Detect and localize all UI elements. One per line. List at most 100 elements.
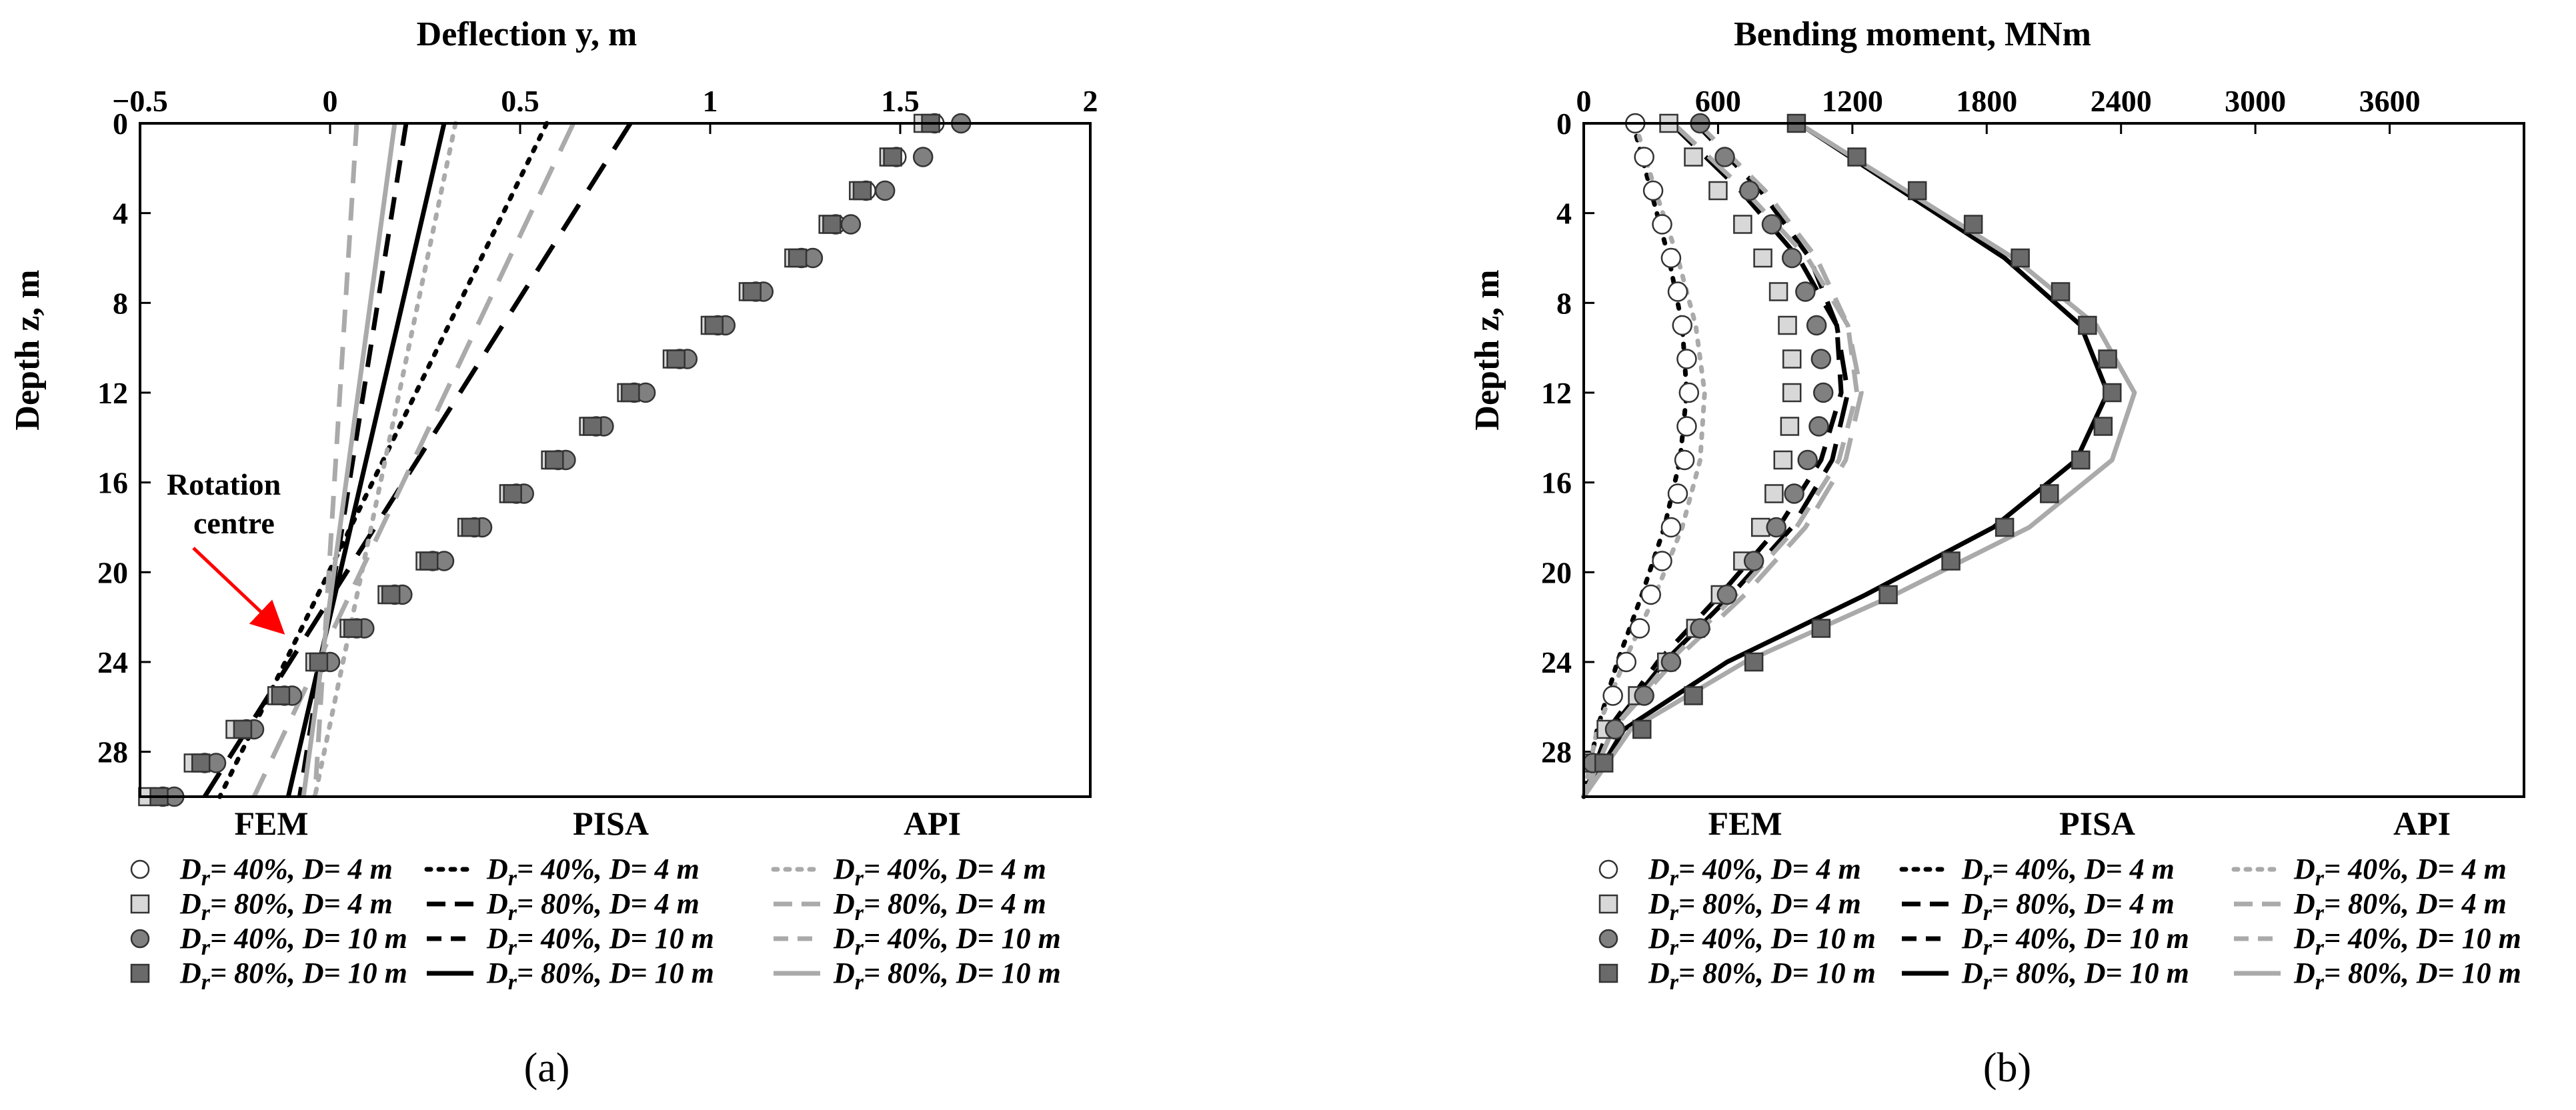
data-point — [583, 417, 602, 436]
data-point — [1660, 651, 1682, 673]
data-point — [883, 147, 902, 167]
legend-symbol — [1598, 859, 1618, 879]
y-tick-label: 8 — [113, 286, 128, 320]
data-point — [1810, 349, 1832, 369]
data-point — [343, 619, 363, 638]
y-tick-label: 4 — [113, 197, 128, 231]
y-tick-label: 4 — [1556, 197, 1572, 231]
plot-area — [1581, 113, 2137, 799]
data-point — [1744, 652, 1764, 672]
data-point — [1811, 619, 1831, 638]
data-point — [1676, 416, 1697, 437]
data-point — [2078, 315, 2097, 335]
plot-frame — [139, 122, 1092, 798]
legend-symbol — [1598, 894, 1618, 914]
legend-symbol — [130, 894, 150, 914]
y-tick-label: 12 — [1541, 376, 1572, 410]
axis-title-x: Deflection y, m — [417, 15, 637, 53]
data-point — [1773, 450, 1793, 470]
data-point — [1684, 686, 1703, 705]
x-tick-label: 1800 — [1956, 84, 2017, 118]
data-point — [1678, 382, 1700, 403]
series-line-pisa-6 — [1581, 121, 1844, 798]
y-tick-label: 16 — [1541, 466, 1572, 500]
data-point — [1690, 618, 1710, 639]
data-point — [2040, 484, 2059, 503]
series-line-api-11 — [1582, 121, 2137, 799]
y-tick-label: 28 — [97, 735, 128, 769]
series-line-api-9 — [251, 122, 575, 798]
legend-label: Dr= 40%, D= 10 m — [486, 922, 714, 960]
data-point — [381, 585, 401, 605]
data-point — [1708, 181, 1728, 201]
data-point — [1674, 449, 1695, 471]
x-tick-label: 0.5 — [501, 84, 539, 118]
data-point — [1594, 753, 1614, 773]
data-point — [1684, 147, 1703, 167]
series-line-api-10 — [312, 123, 359, 797]
data-point — [1812, 382, 1834, 403]
data-point — [2098, 349, 2117, 369]
data-point — [1714, 147, 1735, 167]
y-tick-label: 8 — [1556, 286, 1572, 320]
data-point — [1642, 180, 1664, 201]
legend-label: Dr= 80%, D= 4 m — [2293, 887, 2507, 925]
legend-label: Dr= 80%, D= 4 m — [486, 887, 700, 925]
series-line-api-11 — [301, 123, 397, 797]
series-line-api-9 — [1581, 121, 1864, 798]
data-point — [1604, 719, 1626, 740]
legend-label: Dr= 80%, D= 4 m — [179, 887, 393, 925]
panel-a: Deflection y, m Depth z, m −0.5 0 0.5 1 1.5 2… — [9, 15, 1098, 1091]
legend-group-title: PISA — [573, 805, 649, 842]
data-point — [1629, 618, 1650, 639]
data-point — [1806, 315, 1827, 336]
data-point — [1667, 483, 1688, 504]
legend-label: Dr= 40%, D= 10 m — [1648, 922, 1876, 960]
x-tick-label: 3000 — [2225, 84, 2286, 118]
data-point — [1652, 551, 1672, 571]
data-point — [461, 517, 481, 537]
data-point — [1995, 517, 2015, 537]
x-tick-label: 2 — [1083, 84, 1098, 118]
data-point — [419, 551, 439, 571]
legend-group-title: API — [904, 805, 961, 842]
data-point — [271, 686, 291, 705]
data-point — [1640, 584, 1661, 605]
legend-group-title: FEM — [1708, 805, 1782, 842]
legend-symbol — [1598, 963, 1618, 983]
y-tick-label: 0 — [1556, 107, 1572, 141]
data-point — [1795, 281, 1816, 302]
series-line-pisa-7 — [285, 123, 447, 797]
series-line-pisa-4 — [217, 121, 549, 799]
annotation-line-2: centre — [193, 506, 275, 540]
data-point — [840, 214, 862, 235]
data-point — [1716, 584, 1738, 605]
data-point — [912, 147, 934, 167]
data-point — [1778, 315, 1797, 335]
legend-group-title: FEM — [234, 805, 308, 842]
data-point — [1733, 215, 1752, 234]
legend-label: Dr= 40%, D= 10 m — [2293, 922, 2521, 960]
legend-symbol — [130, 963, 150, 983]
data-point — [1782, 383, 1802, 403]
data-point — [1602, 685, 1623, 706]
axis-title-y: Depth z, m — [9, 269, 47, 430]
y-tick-label: 28 — [1541, 735, 1572, 769]
legend-symbol — [130, 859, 150, 879]
legend-label: Dr= 80%, D= 10 m — [1648, 957, 1876, 995]
legend-label: Dr= 40%, D= 4 m — [2293, 853, 2507, 891]
y-tick-label: 20 — [97, 555, 128, 589]
data-point — [1907, 181, 1927, 201]
data-point — [852, 181, 872, 201]
legend-label: Dr= 40%, D= 10 m — [833, 922, 1061, 960]
data-point — [1660, 517, 1682, 538]
data-point — [1784, 483, 1804, 504]
y-tick-label: 24 — [97, 645, 128, 679]
legend-symbol — [130, 929, 150, 949]
data-point — [1667, 281, 1688, 302]
data-point — [2103, 383, 2122, 403]
data-point — [1768, 282, 1788, 301]
x-tick-label: 1 — [703, 84, 718, 118]
